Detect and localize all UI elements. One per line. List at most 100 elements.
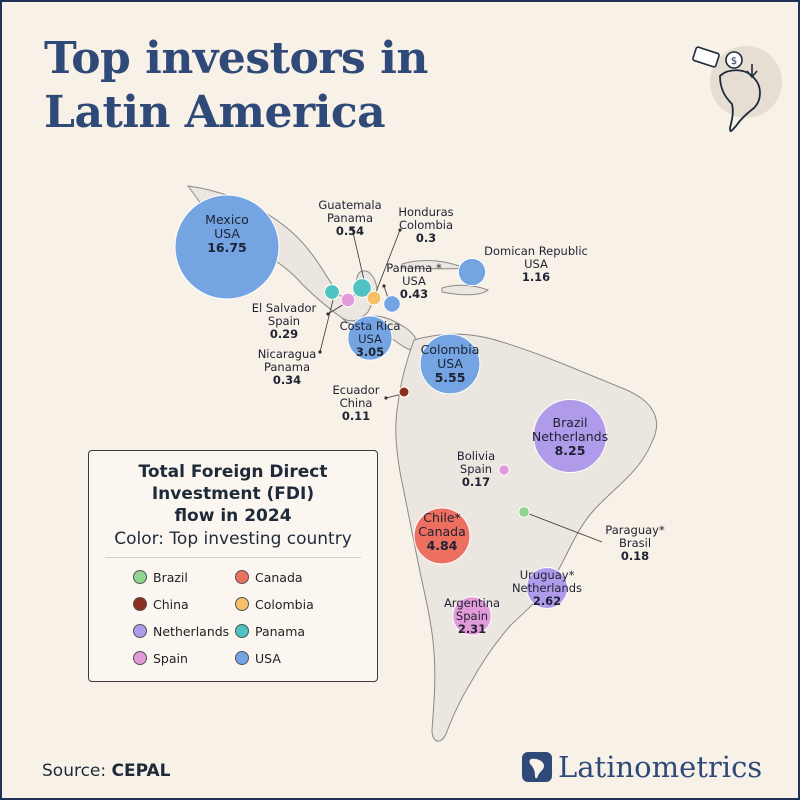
brand-logo: Latinometrics bbox=[522, 750, 762, 784]
bubble-uruguay[interactable] bbox=[525, 566, 569, 610]
legend-subtitle: Color: Top investing country bbox=[114, 529, 352, 549]
bubble-panama[interactable] bbox=[383, 295, 401, 313]
label-country-domican-republic: Domican Republic bbox=[484, 244, 588, 258]
legend-swatch-china bbox=[133, 597, 147, 611]
label-value-ecuador: 0.11 bbox=[342, 409, 370, 423]
legend-item-china: China bbox=[133, 595, 189, 613]
label-country-uruguay: Uruguay* bbox=[520, 568, 575, 582]
label-investor-uruguay: Netherlands bbox=[512, 581, 582, 595]
label-country-argentina: Argentina bbox=[444, 596, 500, 610]
legend-label-colombia: Colombia bbox=[255, 596, 314, 612]
legend-label-brazil: Brazil bbox=[153, 569, 188, 585]
label-value-mexico: 16.75 bbox=[207, 240, 247, 255]
title-line-1: Top investors in bbox=[44, 33, 428, 84]
leader-dot-honduras bbox=[398, 228, 402, 232]
bubble-paraguay[interactable] bbox=[518, 506, 530, 518]
bubble-ecuador[interactable] bbox=[398, 386, 410, 398]
legend-label-spain: Spain bbox=[153, 650, 188, 666]
leader-line-paraguay bbox=[523, 511, 603, 543]
legend-swatch-canada bbox=[235, 570, 249, 584]
label-investor-chile: Canada bbox=[418, 524, 466, 539]
legend-item-colombia: Colombia bbox=[235, 595, 314, 613]
bubble-domican-republic[interactable] bbox=[457, 257, 487, 287]
bubble-guatemala[interactable] bbox=[352, 278, 372, 298]
legend-title-line-2: Investment (FDI) bbox=[151, 484, 315, 504]
latinometrics-logo-icon bbox=[522, 752, 552, 782]
label-investor-honduras: Colombia bbox=[399, 218, 453, 232]
leader-line-panama bbox=[383, 285, 389, 299]
bubble-chile[interactable] bbox=[413, 507, 471, 565]
label-investor-guatemala: Panama bbox=[327, 211, 373, 225]
legend-item-usa: USA bbox=[235, 649, 281, 667]
legend-item-panama: Panama bbox=[235, 622, 305, 640]
leader-line-guatemala bbox=[351, 227, 365, 281]
leader-dot-ecuador bbox=[384, 396, 388, 400]
label-investor-costa-rica: USA bbox=[358, 332, 382, 346]
label-country-panama: Panama * bbox=[386, 261, 442, 275]
label-country-mexico: Mexico bbox=[205, 212, 249, 227]
label-country-honduras: Honduras bbox=[398, 205, 453, 219]
brand-name: Latinometrics bbox=[558, 750, 763, 784]
label-country-ecuador: Ecuador bbox=[333, 383, 380, 397]
bubble-mexico[interactable] bbox=[174, 194, 280, 300]
label-value-honduras: 0.3 bbox=[416, 231, 436, 245]
label-country-chile: Chile* bbox=[423, 510, 461, 525]
leader-dot-panama bbox=[382, 284, 386, 288]
leader-dot-nicaragua bbox=[318, 350, 322, 354]
legend-title-line-3: flow in 2024 bbox=[174, 506, 292, 526]
legend-title: Total Foreign Direct Investment (FDI) fl… bbox=[89, 461, 377, 527]
legend-swatch-usa bbox=[235, 651, 249, 665]
label-value-nicaragua: 0.34 bbox=[273, 373, 301, 387]
label-investor-nicaragua: Panama bbox=[264, 360, 310, 374]
legend-item-canada: Canada bbox=[235, 568, 303, 586]
legend-box: Total Foreign Direct Investment (FDI) fl… bbox=[88, 450, 378, 682]
legend-item-spain: Spain bbox=[133, 649, 188, 667]
legend-divider bbox=[105, 557, 361, 558]
legend-item-netherlands: Netherlands bbox=[133, 622, 229, 640]
legend-title-line-1: Total Foreign Direct bbox=[138, 462, 328, 482]
legend-items: Brazil Canada China Colombia Netherlands Pana… bbox=[89, 564, 377, 684]
label-investor-panama: USA bbox=[402, 274, 426, 288]
legend-swatch-spain bbox=[133, 651, 147, 665]
source-label: Source: bbox=[42, 761, 107, 781]
bubble-nicaragua[interactable] bbox=[324, 284, 340, 300]
label-value-paraguay: 0.18 bbox=[621, 549, 649, 563]
label-value-brazil: 8.25 bbox=[555, 443, 586, 458]
bubble-colombia[interactable] bbox=[419, 333, 481, 395]
label-investor-argentina: Spain bbox=[456, 609, 488, 623]
page-title: Top investors in Latin America bbox=[44, 32, 428, 140]
bubble-argentina[interactable] bbox=[452, 596, 492, 636]
bubble-el-salvador[interactable] bbox=[340, 292, 356, 308]
bubble-brazil[interactable] bbox=[533, 399, 607, 473]
label-investor-paraguay: Brasil bbox=[619, 536, 651, 550]
bubble-bolivia[interactable] bbox=[498, 464, 510, 476]
label-value-chile: 4.84 bbox=[427, 538, 458, 553]
label-value-costa-rica: 3.05 bbox=[356, 345, 384, 359]
label-investor-el-salvador: Spain bbox=[268, 314, 300, 328]
label-country-costa-rica: Costa Rica bbox=[340, 319, 401, 333]
label-value-colombia: 5.55 bbox=[435, 370, 466, 385]
legend-label-china: China bbox=[153, 596, 189, 612]
legend-label-netherlands: Netherlands bbox=[153, 623, 230, 639]
bubble-costa-rica[interactable] bbox=[347, 315, 393, 361]
leader-line-nicaragua bbox=[319, 295, 335, 353]
legend-swatch-colombia bbox=[235, 597, 249, 611]
investment-map-icon: $ bbox=[692, 46, 782, 132]
legend-label-canada: Canada bbox=[255, 569, 303, 585]
leader-dot-el-salvador bbox=[326, 312, 330, 316]
label-investor-domican-republic: USA bbox=[524, 257, 548, 271]
source-note: Source: CEPAL bbox=[42, 761, 171, 781]
label-value-panama: 0.43 bbox=[400, 287, 428, 301]
land-caribbean bbox=[441, 284, 490, 296]
bubble-honduras[interactable] bbox=[366, 290, 382, 306]
legend-swatch-brazil bbox=[133, 570, 147, 584]
title-line-2: Latin America bbox=[44, 87, 386, 138]
label-investor-bolivia: Spain bbox=[460, 462, 492, 476]
svg-text:$: $ bbox=[731, 56, 737, 67]
source-value: CEPAL bbox=[111, 761, 171, 781]
legend-swatch-netherlands bbox=[133, 624, 147, 638]
legend-swatch-panama bbox=[235, 624, 249, 638]
legend-item-brazil: Brazil bbox=[133, 568, 188, 586]
label-country-el-salvador: El Salvador bbox=[252, 301, 317, 315]
